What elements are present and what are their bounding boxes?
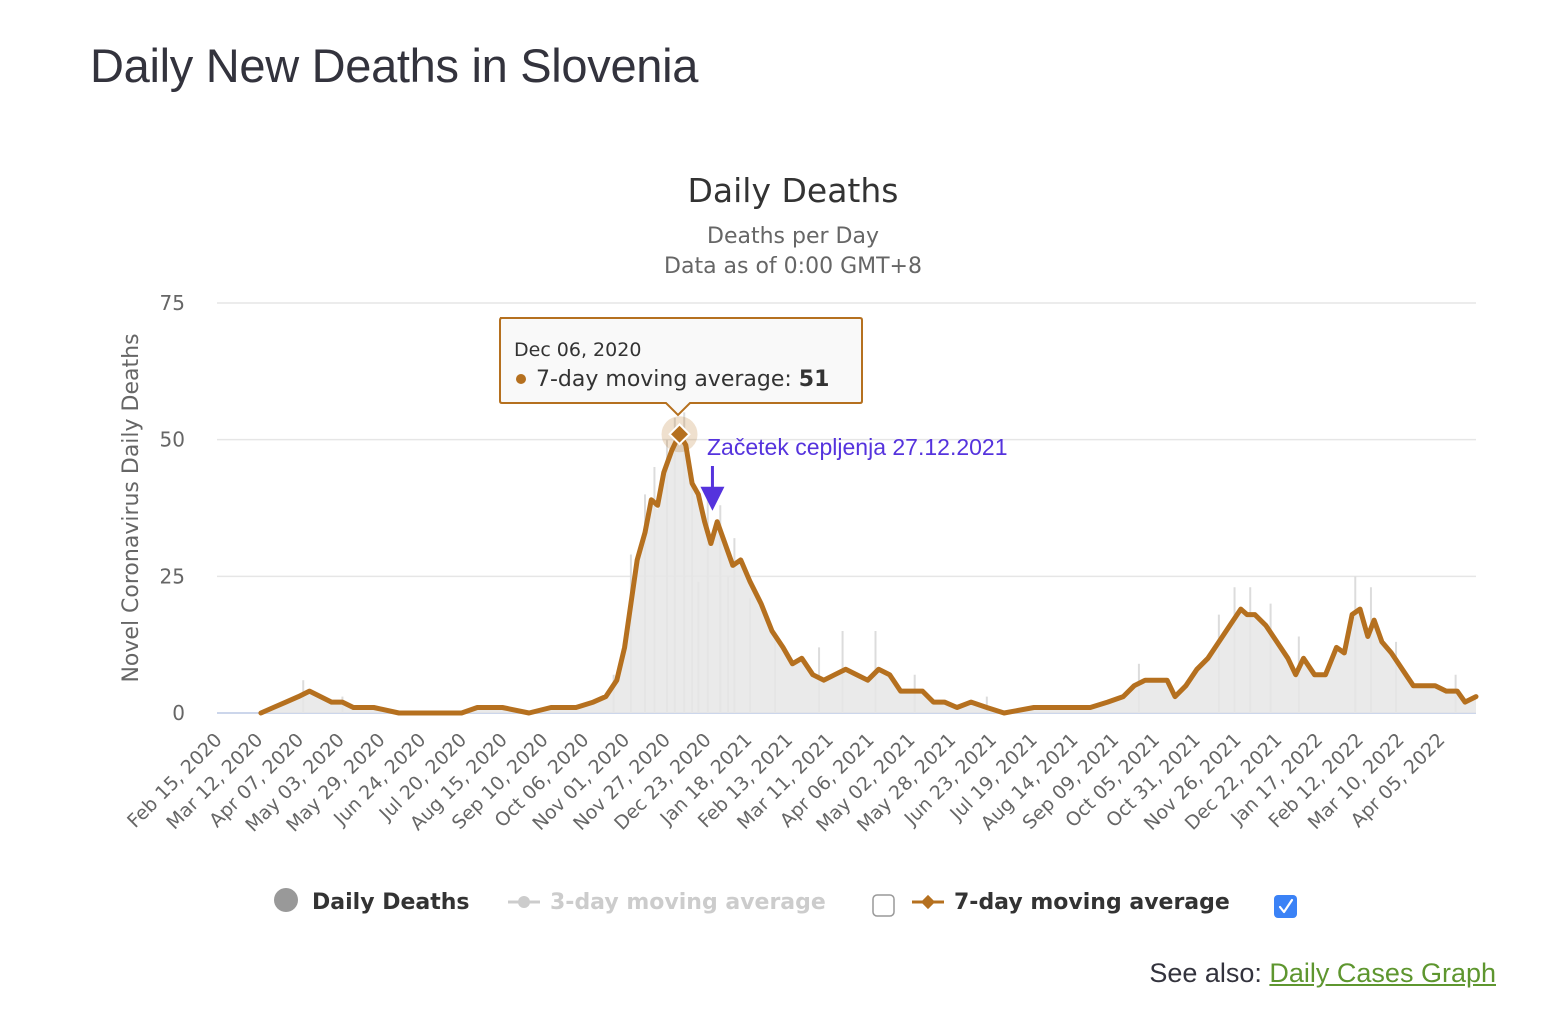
tooltip-separator: : [784, 367, 798, 392]
annotation-label: Začetek cepljenja 27.12.2021 [707, 434, 1008, 460]
see-also: See also: Daily Cases Graph [1149, 958, 1496, 989]
legend-item-3-day-average[interactable]: 3-day moving average [508, 890, 826, 915]
vaccination-annotation: Začetek cepljenja 27.12.2021 [700, 434, 1007, 511]
checkbox-3-day-average[interactable] [873, 895, 894, 916]
legend-label-daily-deaths[interactable]: Daily Deaths [312, 890, 470, 915]
tooltip-value-line: 7-day moving average: 51 [536, 367, 829, 392]
checkbox-7-day-average[interactable] [1274, 895, 1297, 918]
seven-day-average-line [261, 434, 1476, 713]
chart-subtitle-line-1: Deaths per Day [707, 224, 879, 249]
legend-label-7-day-average[interactable]: 7-day moving average [954, 890, 1230, 915]
y-tick-label: 50 [160, 428, 185, 452]
tooltip: Dec 06, 2020 7-day moving average: 51 [500, 318, 862, 415]
daily-cases-graph-link[interactable]: Daily Cases Graph [1269, 958, 1496, 988]
highlight-point[interactable] [662, 416, 698, 452]
seven-day-average-series [261, 434, 1476, 713]
legend-7day-marker [921, 895, 935, 909]
tooltip-date: Dec 06, 2020 [514, 339, 641, 361]
y-tick-label: 25 [160, 564, 185, 588]
legend: Daily Deaths 3-day moving average 7-day … [274, 888, 1297, 918]
y-axis-ticks: 0 25 50 75 [160, 291, 185, 725]
y-tick-label: 75 [160, 291, 185, 315]
y-axis-title: Novel Coronavirus Daily Deaths [119, 333, 144, 682]
legend-item-7-day-average[interactable]: 7-day moving average [912, 890, 1230, 915]
y-tick-label: 0 [172, 701, 185, 725]
legend-3day-marker [518, 896, 530, 908]
tooltip-series-name: 7-day moving average [536, 367, 784, 392]
circle-marker-icon [274, 888, 298, 912]
checkbox-unchecked[interactable] [873, 895, 894, 916]
see-also-label: See also: [1149, 958, 1262, 988]
chart-title: Daily Deaths [688, 171, 899, 210]
legend-item-daily-deaths[interactable]: Daily Deaths [274, 888, 470, 915]
checkbox-checked[interactable] [1274, 895, 1297, 918]
legend-label-3-day-average[interactable]: 3-day moving average [550, 890, 826, 915]
tooltip-value: 51 [799, 367, 830, 392]
chart-subtitle-line-2: Data as of 0:00 GMT+8 [664, 254, 922, 279]
tooltip-series-dot-icon [516, 374, 526, 384]
